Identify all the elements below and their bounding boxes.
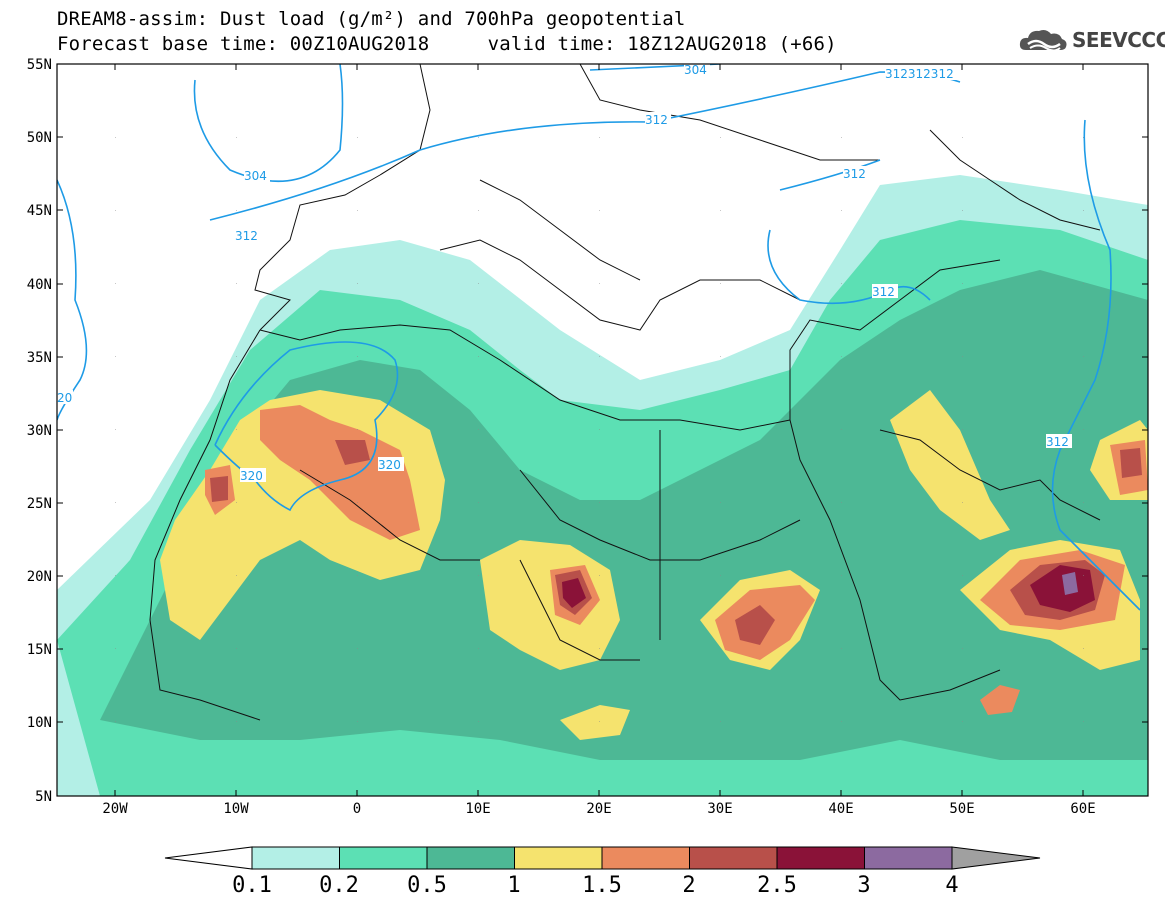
- longitude-labels: 20W 10W 0 10E 20E 30E 40E 50E 60E: [102, 801, 1095, 817]
- lat-label: 35N: [27, 350, 52, 366]
- contour-label: 312: [872, 285, 895, 299]
- cloud-icon: [1019, 30, 1067, 52]
- seevccc-logo: SEEVCCC: [1018, 26, 1165, 54]
- contour-label: 312: [1046, 435, 1069, 449]
- lat-label: 55N: [27, 57, 52, 73]
- contour-label: 320: [378, 458, 401, 472]
- contour-label: 304: [684, 63, 707, 77]
- lon-label: 0: [353, 801, 361, 817]
- contour-label: 320: [240, 469, 263, 483]
- latitude-labels: 55N 50N 45N 40N 35N 30N 25N 20N 15N 10N …: [27, 57, 52, 805]
- coastlines: [149, 64, 1101, 721]
- lon-label: 20W: [102, 801, 128, 817]
- map-title: DREAM8-assim: Dust load (g/m²) and 700hP…: [57, 8, 686, 30]
- colorbar-swatch: [776, 846, 865, 870]
- lon-label: 30E: [707, 801, 732, 817]
- colorbar-upper-arrow: [951, 846, 1041, 870]
- lat-label: 25N: [27, 496, 52, 512]
- colorbar-label: 3: [857, 873, 870, 898]
- colorbar-label: 0.5: [407, 873, 447, 898]
- colorbar-label: 2.5: [757, 873, 797, 898]
- axis-ticks: [57, 63, 1148, 797]
- colorbar: 0.1 0.2 0.5 1 1.5 2 2.5 3 4: [164, 846, 1041, 898]
- colorbar-label: 1.5: [582, 873, 622, 898]
- colorbar-label: 4: [945, 873, 958, 898]
- lat-label: 10N: [27, 715, 52, 731]
- contour-label: 312: [645, 113, 668, 127]
- lat-label: 15N: [27, 642, 52, 658]
- colorbar-swatch: [426, 846, 515, 870]
- logo-text: SEEVCCC: [1072, 28, 1165, 52]
- lat-label: 50N: [27, 130, 52, 146]
- geopotential-contours: [57, 64, 1141, 611]
- lon-label: 10W: [223, 801, 249, 817]
- colorbar-label: 2: [682, 873, 695, 898]
- map-subtitle: Forecast base time: 00Z10AUG2018 valid t…: [57, 33, 837, 55]
- colorbar-label: 0.2: [319, 873, 359, 898]
- contour-label: 312: [235, 229, 258, 243]
- colorbar-lower-arrow: [164, 846, 253, 870]
- lat-label: 30N: [27, 423, 52, 439]
- lon-label: 10E: [465, 801, 490, 817]
- lat-label: 5N: [35, 789, 52, 805]
- lon-label: 50E: [949, 801, 974, 817]
- contour-label: 304: [244, 169, 267, 183]
- colorbar-swatch: [864, 846, 953, 870]
- lon-label: 60E: [1070, 801, 1095, 817]
- colorbar-swatch: [339, 846, 428, 870]
- lon-label: 40E: [828, 801, 853, 817]
- contour-label: 312312312: [885, 67, 954, 81]
- contour-label: 20: [57, 391, 72, 405]
- contour-label: 312: [843, 167, 866, 181]
- colorbar-label: 1: [507, 873, 520, 898]
- lat-label: 45N: [27, 203, 52, 219]
- map-area: 304 312312312 312 304 312 312 312 20 320…: [57, 63, 1148, 796]
- colorbar-swatch: [689, 846, 778, 870]
- colorbar-swatch: [601, 846, 690, 870]
- contour-labels: 304 312312312 312 304 312 312 312 20 320…: [57, 63, 1072, 483]
- colorbar-label: 0.1: [232, 873, 272, 898]
- lat-label: 40N: [27, 277, 52, 293]
- lat-label: 20N: [27, 569, 52, 585]
- colorbar-swatch: [251, 846, 340, 870]
- lon-label: 20E: [586, 801, 611, 817]
- colorbar-swatch: [514, 846, 603, 870]
